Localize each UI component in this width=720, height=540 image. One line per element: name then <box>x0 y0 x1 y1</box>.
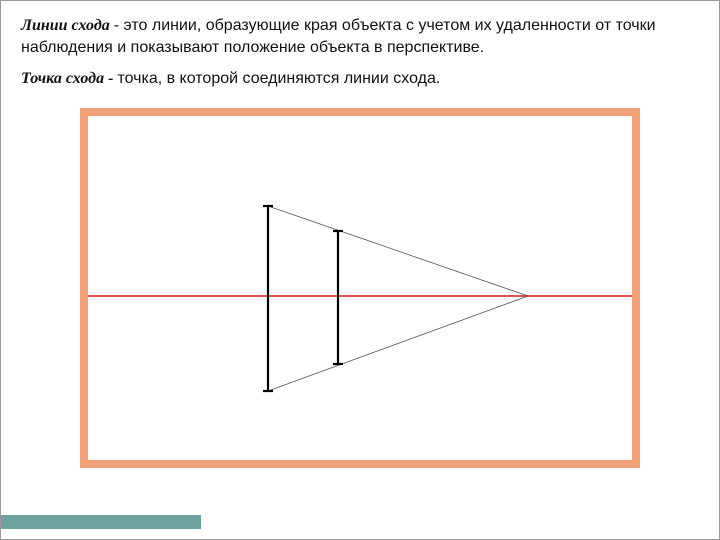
figure-wrap <box>80 108 640 468</box>
term-2: Точка схода - <box>21 70 117 87</box>
figure-frame <box>80 108 640 468</box>
definition-1: - это линии, образующие края объекта с у… <box>21 17 656 56</box>
decorative-bar <box>1 515 201 529</box>
paragraph-1: Линии схода - это линии, образующие края… <box>21 15 699 58</box>
perspective-diagram <box>88 116 640 468</box>
definition-2: точка, в которой соединяются линии схода… <box>117 70 440 87</box>
paragraph-2: Точка схода - точка, в которой соединяют… <box>21 68 699 90</box>
slide-page: Линии схода - это линии, образующие края… <box>0 0 720 540</box>
term-1: Линии схода <box>21 17 114 34</box>
